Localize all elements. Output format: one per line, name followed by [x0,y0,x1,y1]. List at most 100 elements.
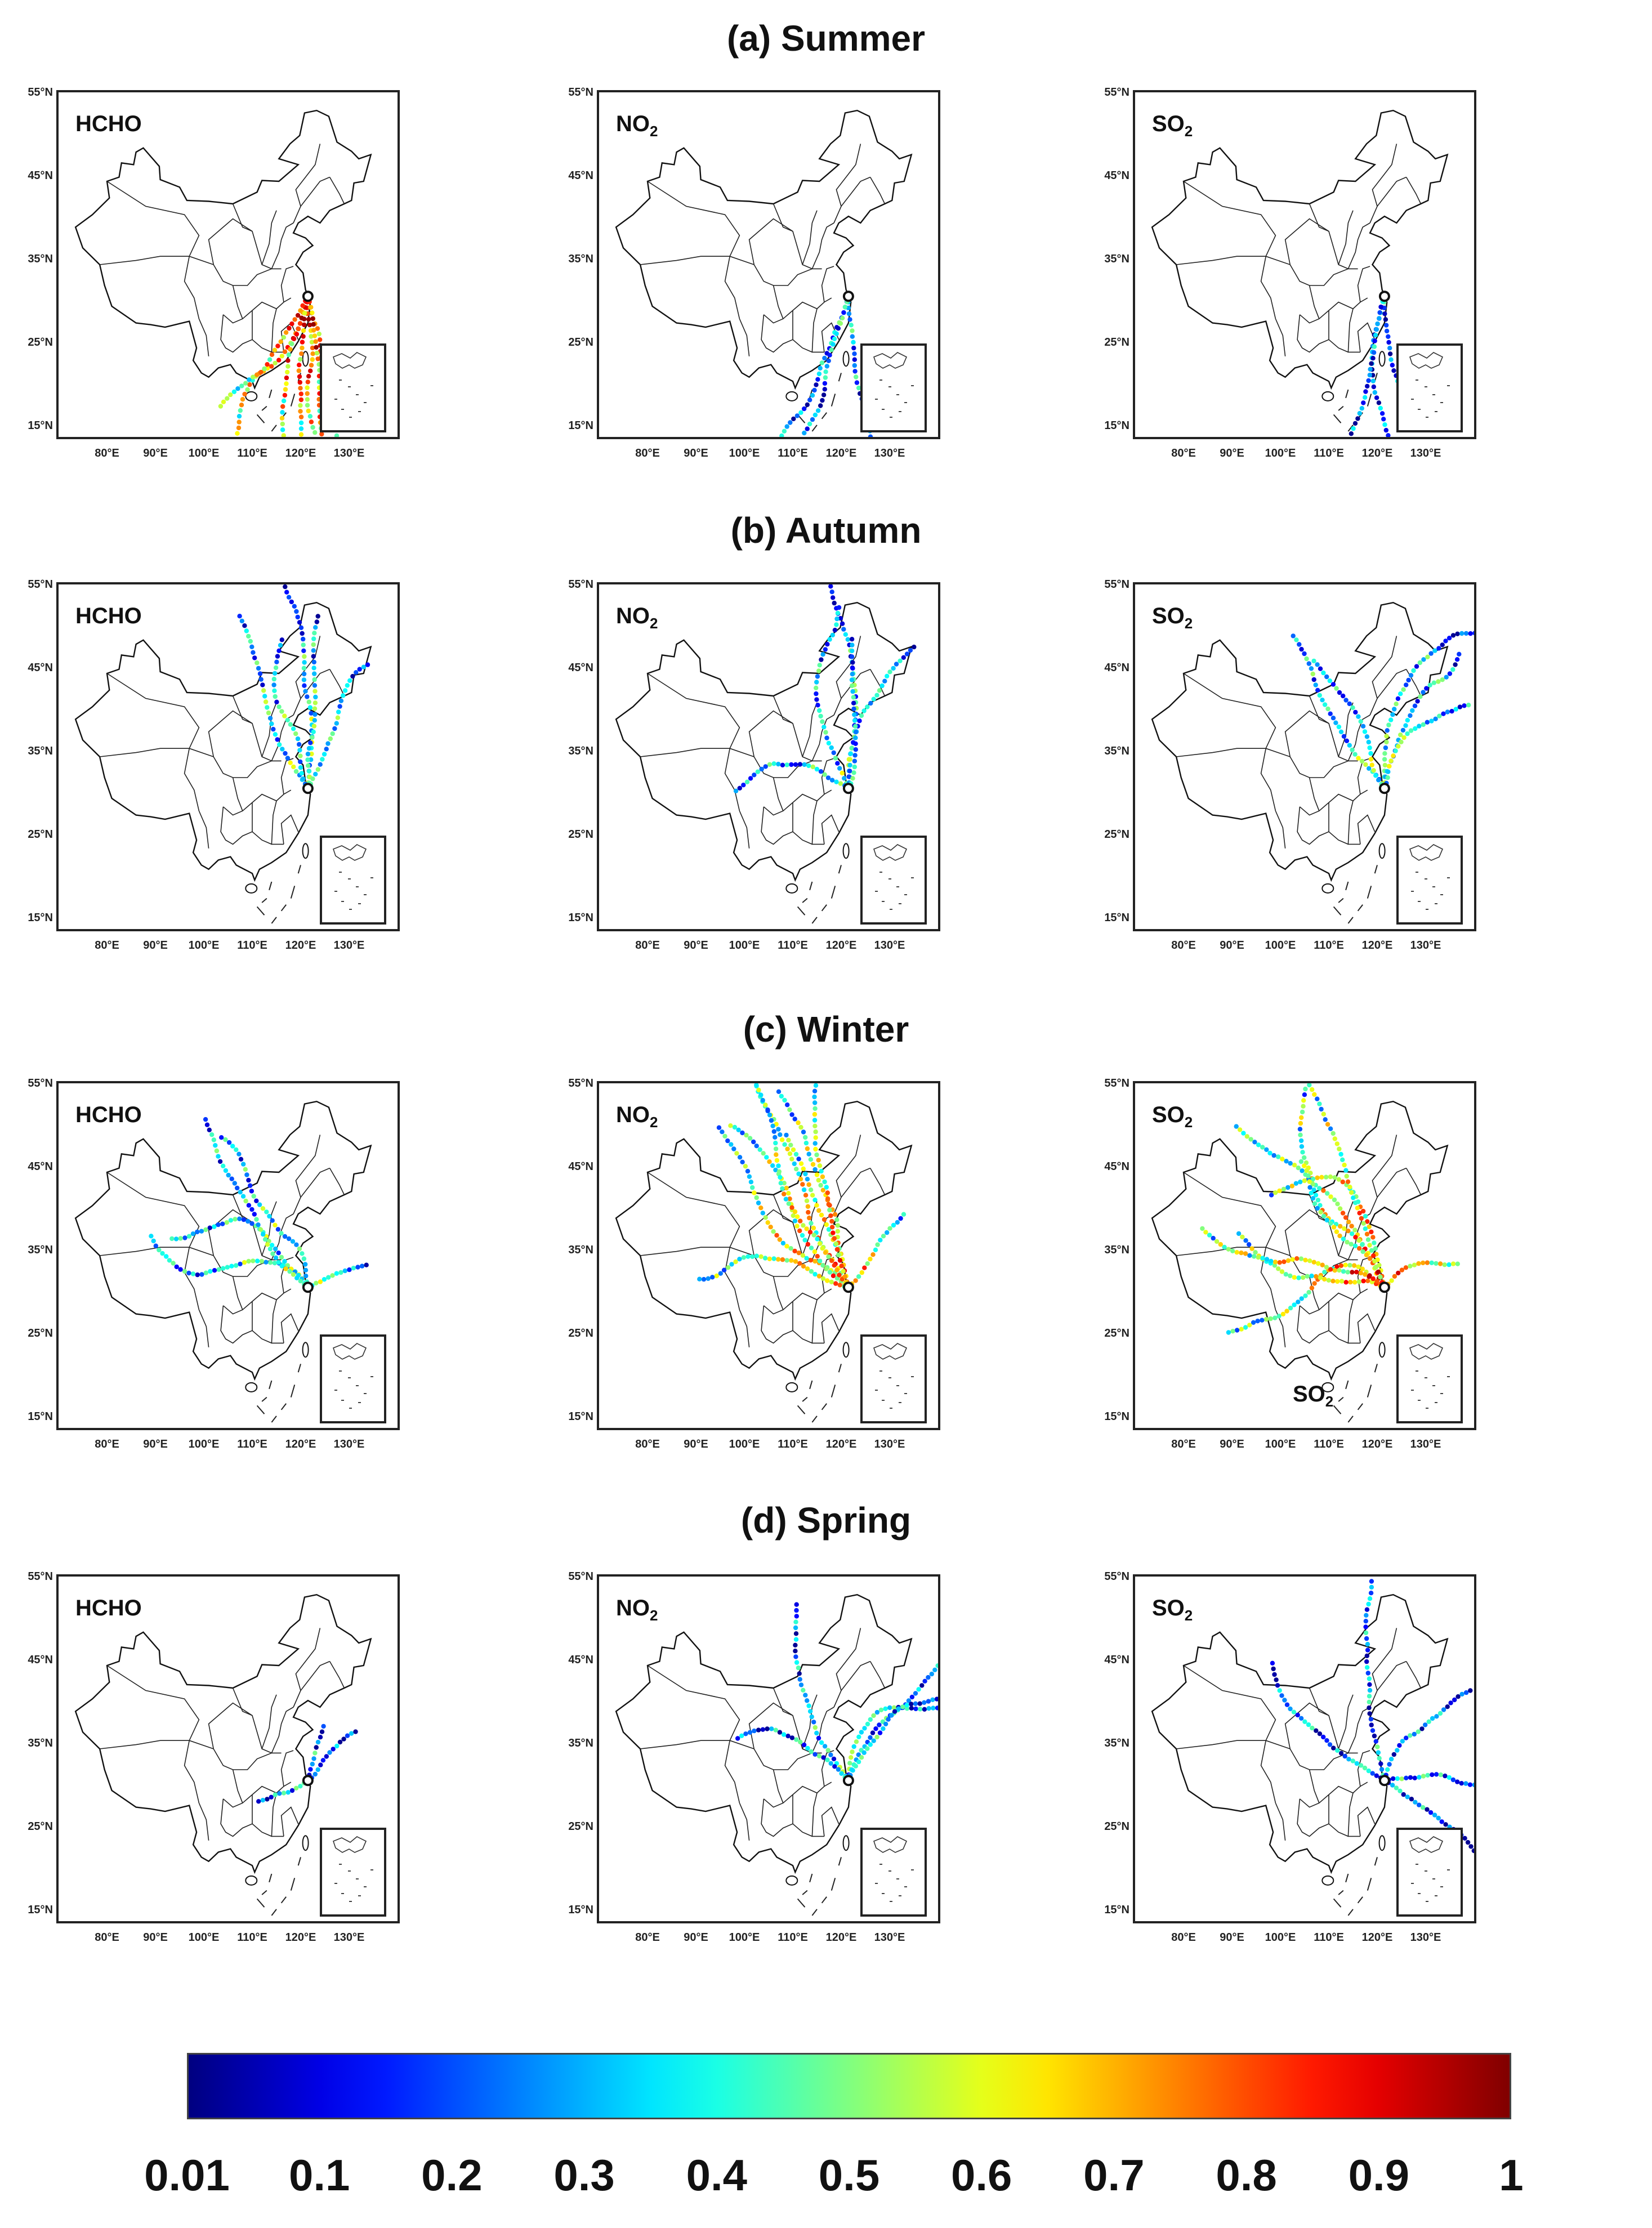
trajectory-point [1428,1810,1434,1815]
trajectory-point [1414,664,1419,669]
colorbar [187,2053,1511,2119]
trajectory-point [1364,1659,1369,1664]
trajectory-point [246,633,251,639]
species-name: HCHO [75,1102,142,1127]
trajectory-point [836,605,842,610]
trajectory-point [354,670,359,675]
latitude-tick-label: 35°N [1104,1737,1129,1749]
inset-coastline [333,1836,367,1853]
trajectory-point [249,644,255,649]
trajectory-point [1417,660,1423,666]
trajectory-point [312,1771,318,1777]
trajectory-point [821,392,827,398]
china-outline [74,1593,372,1874]
trajectory-point [817,1163,823,1168]
trajectory-point [763,1102,768,1108]
trajectory-point [812,1123,818,1128]
trajectory-point [1390,363,1395,368]
south-china-sea-inset [1396,836,1463,925]
trajectory-point [892,1709,898,1714]
trajectory-point [1472,631,1474,636]
trajectory-point [798,1124,803,1130]
trajectory-point [182,1235,187,1240]
latitude-tick-label: 15°N [28,419,53,432]
trajectory-point [1207,1233,1212,1238]
trajectory-point [294,332,300,337]
trajectory-point [842,776,847,781]
trajectory-point [824,1266,829,1271]
trajectory-point [821,1755,826,1760]
trajectory-point [1412,703,1418,708]
trajectory-point [814,1730,819,1736]
trajectory-point [827,352,832,358]
longitude-tick-label: 130°E [874,939,905,952]
trajectory-point [768,1225,773,1230]
province-boundary [763,297,832,324]
trajectory-point [1318,1275,1323,1280]
trajectory-point [825,775,831,780]
latitude-tick-label: 25°N [28,828,53,841]
trajectory-point [823,375,828,380]
trajectory-point [877,688,882,693]
trajectory-point [190,1271,196,1276]
trajectory-point [773,1727,778,1733]
longitude-tick-label: 90°E [1220,939,1244,952]
trajectory-point [1211,1235,1216,1241]
trajectory-point [307,414,313,419]
trajectory-point [324,1754,329,1759]
trajectory-point [334,1743,340,1749]
receptor-site-marker [842,1282,854,1293]
trajectory-point [792,1161,797,1167]
trajectory-point [1450,1777,1456,1783]
province-boundary [232,1276,243,1310]
trajectory-point [1363,762,1368,767]
trajectory-point [802,1238,807,1243]
trajectory-point [1236,1231,1242,1236]
inset-island-dash [1418,1400,1421,1401]
longitude-tick-label: 120°E [825,447,857,459]
trajectory-point [1386,722,1391,727]
province-boundary [1309,1276,1320,1310]
trajectory-point [777,1730,783,1735]
trajectory-point [820,1263,825,1268]
nine-dash-segment [809,1380,813,1390]
trajectory-point [314,1280,319,1285]
trajectory-point [851,770,856,775]
inset-island-dash [1432,394,1435,395]
latitude-tick-label: 45°N [1104,169,1129,182]
trajectory-point [298,403,303,408]
map-panel: 55°N 45°N 35°N 25°N 15°N 80°E 90°E 100°E 110°E 12… [541,577,946,1021]
trajectory-point [1292,1302,1297,1307]
trajectory-point [1377,1756,1382,1761]
province-boundary [647,1172,740,1248]
trajectory-point [748,1180,754,1185]
trajectory-point [1292,1163,1297,1168]
trajectory-point [269,364,274,369]
trajectory-point [1332,1136,1337,1141]
species-label: SO2 [1152,1596,1193,1624]
inset-island-dash [1447,385,1450,386]
trajectory-point [1388,758,1394,763]
trajectory-point [1429,718,1434,724]
trajectory-point [814,691,819,696]
province-boundary [232,1769,243,1803]
trajectory-point [309,363,314,368]
inset-island-dash [1416,872,1418,873]
trajectory-point [809,1714,814,1720]
trajectory-point [1317,693,1322,698]
hainan-island [1321,1875,1334,1886]
trajectory-point [851,1744,856,1749]
trajectory-point [752,1728,757,1734]
trajectory-point [773,1135,778,1140]
longitude-tick-label: 80°E [635,1438,660,1450]
province-boundary [271,1300,277,1343]
longitude-tick-label: 120°E [1361,1438,1393,1450]
latitude-tick-label: 25°N [28,1327,53,1340]
trajectory-point [922,1707,927,1712]
province-boundary [761,314,824,353]
trajectory-point [825,642,830,647]
trajectory-point [1310,1196,1316,1201]
trajectory-point [1366,378,1371,383]
trajectory-point [934,1696,938,1702]
trajectory-point [1342,1753,1347,1759]
